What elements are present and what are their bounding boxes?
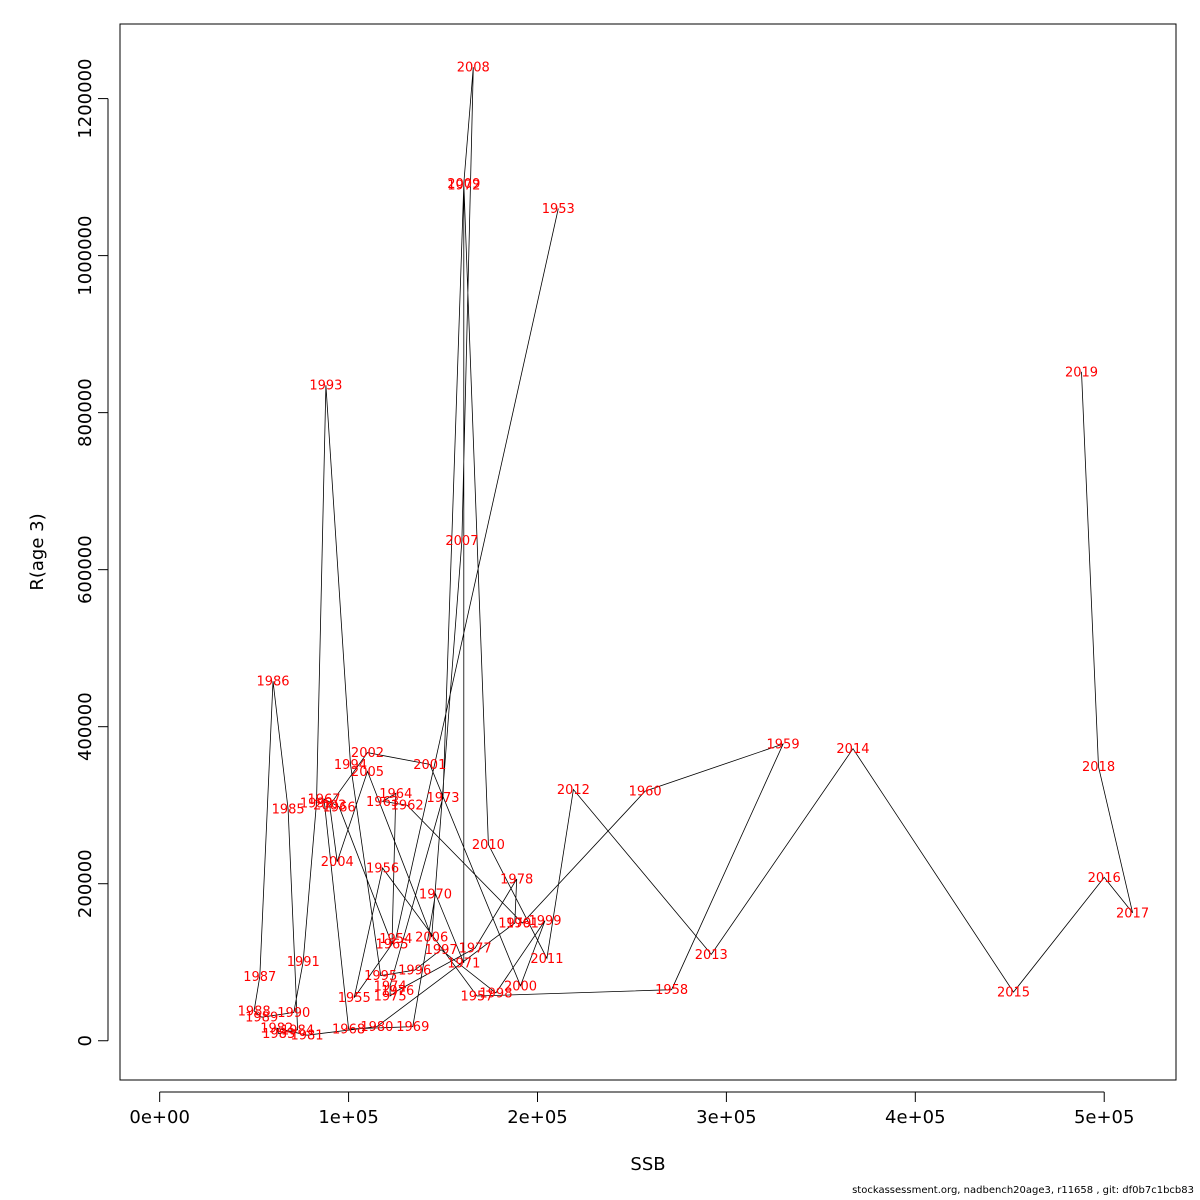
point-label-1998: 1998: [479, 986, 512, 1001]
point-label-1987: 1987: [243, 970, 276, 985]
point-label-1968: 1968: [332, 1022, 365, 1037]
point-label-1967: 1967: [307, 792, 340, 807]
footer-note: stockassessment.org, nadbench20age3, r11…: [852, 1185, 1194, 1196]
point-label-1960: 1960: [629, 785, 662, 800]
point-label-2015: 2015: [997, 986, 1030, 1001]
point-label-2016: 2016: [1088, 871, 1121, 886]
x-tick-label: 4e+05: [885, 1107, 946, 1128]
y-tick-label: 0: [75, 1035, 96, 1046]
point-label-2004: 2004: [321, 855, 354, 870]
point-label-2000: 2000: [504, 979, 537, 994]
point-label-2007: 2007: [445, 534, 478, 549]
point-label-1958: 1958: [655, 983, 688, 998]
point-label-1961: 1961: [506, 916, 539, 931]
point-label-2014: 2014: [836, 742, 869, 757]
point-label-1965: 1965: [375, 938, 408, 953]
point-label-1999: 1999: [528, 914, 561, 929]
point-label-1976: 1976: [381, 984, 414, 999]
point-label-1975: 1975: [374, 989, 407, 1004]
point-label-1980: 1980: [360, 1020, 393, 1035]
point-label-2006: 2006: [415, 931, 448, 946]
x-tick-label: 0e+00: [129, 1107, 190, 1128]
point-label-1974: 1974: [374, 979, 407, 994]
point-label-1978: 1978: [500, 873, 533, 888]
x-tick-label: 2e+05: [507, 1107, 568, 1128]
point-label-2009: 2009: [447, 177, 480, 192]
point-label-1989: 1989: [245, 1011, 278, 1026]
series-path: [253, 67, 1133, 1036]
point-label-1995: 1995: [364, 969, 397, 984]
point-label-2018: 2018: [1082, 760, 1115, 775]
y-tick-label: 600000: [75, 535, 96, 604]
point-label-1954: 1954: [379, 932, 412, 947]
point-label-2017: 2017: [1116, 906, 1149, 921]
point-label-2008: 2008: [457, 61, 490, 76]
point-label-1994: 1994: [334, 758, 367, 773]
point-label-1984: 1984: [281, 1023, 314, 1038]
point-label-2011: 2011: [530, 952, 563, 967]
y-tick-label: 800000: [75, 378, 96, 447]
point-label-2013: 2013: [695, 948, 728, 963]
ssb-recruitment-line: [253, 67, 1133, 1036]
point-label-1990: 1990: [277, 1006, 310, 1021]
point-label-1981: 1981: [290, 1029, 323, 1044]
point-label-1953: 1953: [542, 202, 575, 217]
point-label-1992: 1992: [300, 796, 333, 811]
point-label-1969: 1969: [396, 1020, 429, 1035]
point-label-1955: 1955: [338, 991, 371, 1006]
point-label-1957: 1957: [460, 989, 493, 1004]
x-tick-label: 1e+05: [318, 1107, 379, 1128]
point-label-1971: 1971: [447, 957, 480, 972]
point-label-2003: 2003: [313, 799, 346, 814]
x-tick-label: 3e+05: [696, 1107, 757, 1128]
point-label-1996: 1996: [398, 964, 431, 979]
y-axis: 0 200000 400000 600000 800000 1000000 1200000: [75, 59, 109, 1046]
y-tick-label: 1200000: [75, 59, 96, 139]
point-label-1973: 1973: [426, 791, 459, 806]
x-tick-label: 5e+05: [1074, 1107, 1135, 1128]
y-tick-label: 400000: [75, 692, 96, 761]
y-tick-label: 1000000: [75, 216, 96, 296]
point-label-1977: 1977: [459, 942, 492, 957]
y-tick-label: 200000: [75, 849, 96, 918]
point-label-2002: 2002: [351, 746, 384, 761]
point-label-1962: 1962: [391, 799, 424, 814]
point-label-1972: 1972: [447, 178, 480, 193]
point-label-1982: 1982: [260, 1022, 293, 1037]
point-label-1986: 1986: [256, 675, 289, 690]
point-label-1988: 1988: [238, 1004, 271, 1019]
point-label-1997: 1997: [425, 943, 458, 958]
point-label-1979: 1979: [498, 916, 531, 931]
x-axis: 0e+00 1e+05 2e+05 3e+05 4e+05 5e+05: [129, 1091, 1135, 1128]
point-label-2019: 2019: [1065, 365, 1098, 380]
point-label-1964: 1964: [379, 787, 412, 802]
x-axis-title: SSB: [630, 1154, 665, 1175]
point-label-1963: 1963: [366, 795, 399, 810]
point-label-2005: 2005: [351, 765, 384, 780]
point-label-1991: 1991: [287, 955, 320, 970]
plot-frame: [119, 23, 1177, 1081]
point-label-1983: 1983: [262, 1027, 295, 1042]
point-label-1959: 1959: [767, 737, 800, 752]
point-label-2010: 2010: [472, 838, 505, 853]
point-label-1966: 1966: [323, 800, 356, 815]
point-label-1970: 1970: [419, 887, 452, 902]
point-label-2012: 2012: [557, 783, 590, 798]
y-axis-title: R(age 3): [27, 513, 48, 590]
point-label-1993: 1993: [309, 379, 342, 394]
point-label-2001: 2001: [413, 758, 446, 773]
year-labels: 1953 1954 1955 1956 1957 1958 1959 1960 1961 1962…: [238, 61, 1150, 1044]
point-label-1985: 1985: [272, 803, 305, 818]
point-label-1956: 1956: [366, 862, 399, 877]
